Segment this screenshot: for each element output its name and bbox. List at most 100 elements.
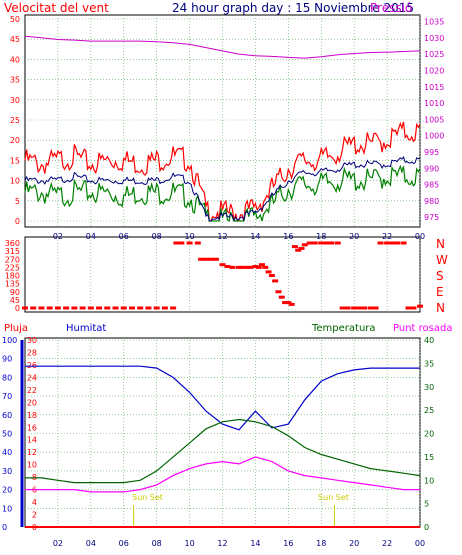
humidity-tick: 60	[2, 411, 12, 420]
direction-point	[173, 241, 180, 245]
direction-label-w: W	[436, 253, 448, 267]
direction-point	[194, 241, 201, 245]
rain-tick: 14	[27, 436, 37, 445]
direction-tick: 225	[5, 263, 20, 272]
temperature-label: Temperatura	[311, 323, 376, 334]
rain-label: Pluja	[4, 323, 28, 334]
direction-point	[400, 241, 407, 245]
direction-point	[203, 257, 210, 261]
dewpoint-line	[25, 456, 420, 493]
direction-point	[22, 306, 28, 310]
direction-point	[244, 265, 251, 269]
direction-point	[54, 306, 61, 310]
pressure-tick: 1000	[424, 132, 444, 141]
pressure-tick: 985	[424, 181, 439, 190]
direction-point	[272, 279, 279, 283]
humidity-line	[25, 365, 420, 431]
temperature-tick: 10	[424, 476, 434, 485]
direction-point	[268, 274, 275, 277]
x-tick-label: 18	[316, 232, 326, 241]
rain-tick: 4	[32, 498, 37, 507]
wind-speed-tick: 15	[10, 156, 20, 165]
direction-point	[145, 306, 152, 310]
direction-point	[247, 265, 254, 269]
humidity-tick: 40	[2, 448, 12, 457]
x-tick-label: 20	[349, 232, 359, 241]
direction-point	[356, 306, 363, 310]
rain-tick: 12	[27, 448, 37, 457]
pressure-line	[24, 35, 421, 59]
rain-tick: 28	[27, 348, 37, 357]
sunset-annotation-2: Sun Set	[318, 493, 349, 502]
humidity-tick: 10	[2, 504, 12, 513]
direction-point	[153, 306, 160, 310]
direction-point	[178, 241, 185, 245]
direction-point	[252, 264, 259, 268]
x-tick-label: 18	[316, 539, 326, 548]
x-tick-label: 20	[349, 539, 359, 548]
direction-tick: 45	[10, 296, 20, 305]
direction-point	[295, 248, 302, 252]
direction-point	[161, 306, 168, 310]
x-tick-label: 02	[53, 539, 63, 548]
direction-point	[389, 241, 396, 245]
x-tick-label: 06	[119, 232, 129, 241]
rain-tick: 20	[27, 398, 37, 407]
pressure-tick: 1025	[424, 50, 444, 59]
direction-point	[323, 241, 330, 245]
temperature-line	[25, 418, 421, 484]
wind-speed-tick: 30	[10, 96, 20, 105]
temperature-tick: 20	[424, 430, 434, 439]
x-tick-label: 02	[53, 232, 63, 241]
pressure-tick: 1010	[424, 99, 444, 108]
x-tick-label: 04	[86, 232, 96, 241]
direction-point	[38, 306, 45, 310]
wind-gust-line	[24, 121, 421, 223]
direction-point	[262, 265, 269, 269]
pressure-tick: 1005	[424, 115, 444, 124]
direction-point	[235, 265, 242, 269]
direction-point	[278, 295, 285, 299]
x-tick-label: 04	[86, 539, 96, 548]
pressure-tick: 980	[424, 197, 439, 206]
temperature-tick: 25	[424, 406, 434, 415]
x-tick-label: 12	[217, 539, 227, 548]
temperature-tick: 0	[424, 523, 429, 532]
wind-speed-tick: 35	[10, 76, 20, 85]
wind-speed-line	[24, 164, 421, 223]
direction-point	[367, 306, 374, 310]
x-tick-label: 08	[152, 232, 162, 241]
direction-point	[265, 270, 272, 274]
direction-label-n-bottom: N	[436, 301, 445, 315]
direction-point	[384, 241, 391, 245]
direction-tick: 315	[5, 247, 20, 256]
direction-point	[372, 306, 379, 310]
direction-tick: 90	[10, 288, 20, 297]
pressure-tick: 990	[424, 164, 439, 173]
x-tick-label: 12	[217, 232, 227, 241]
direction-point	[63, 306, 70, 310]
direction-point	[96, 306, 103, 310]
pressure-tick: 1035	[424, 18, 444, 27]
direction-point	[120, 306, 127, 310]
pressure-tick: 975	[424, 213, 439, 222]
rain-tick: 24	[27, 373, 37, 382]
x-tick-label: 14	[250, 232, 260, 241]
humidity-tick: 50	[2, 430, 12, 439]
wind-speed-tick: 40	[10, 55, 20, 64]
wind-speed-tick: 45	[10, 35, 20, 44]
direction-point	[137, 306, 144, 310]
direction-point	[344, 306, 351, 310]
humidity-tick: 20	[2, 486, 12, 495]
rain-tick: 2	[32, 511, 37, 520]
direction-point	[30, 306, 37, 310]
x-tick-label: 06	[119, 539, 129, 548]
direction-point	[288, 302, 295, 306]
direction-point	[212, 257, 219, 261]
x-tick-label: 10	[184, 232, 194, 241]
wind-speed-tick: 50	[10, 15, 20, 24]
rain-tick: 26	[27, 361, 37, 370]
wind-speed-tick: 25	[10, 116, 20, 125]
temperature-tick: 5	[424, 500, 429, 509]
